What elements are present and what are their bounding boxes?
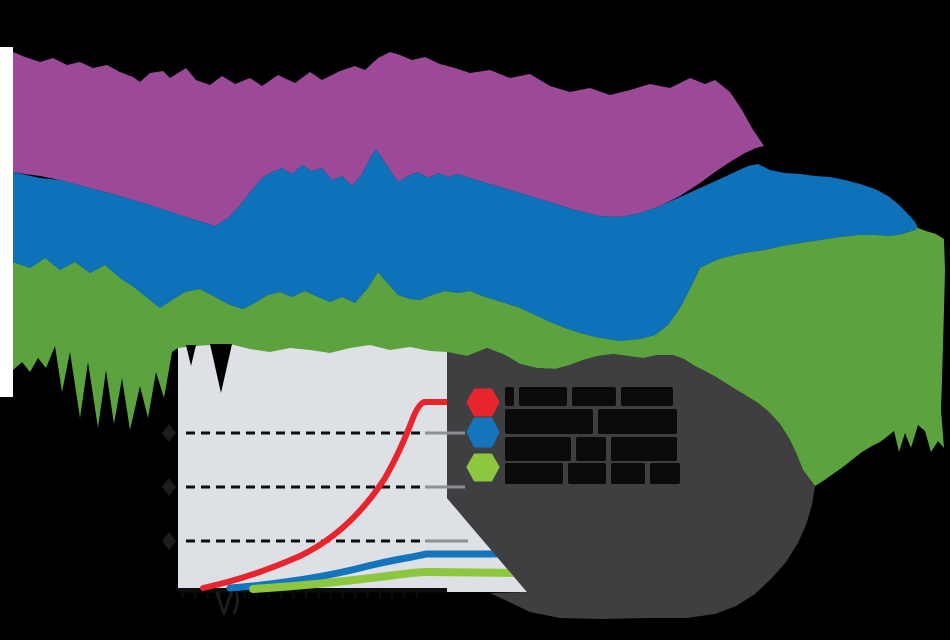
plot-top-notch-small xyxy=(186,345,196,366)
y-axis-diamond-markers xyxy=(162,424,176,550)
curve-red xyxy=(200,399,463,591)
x-axis-baseline xyxy=(178,588,447,593)
legend-line3-word xyxy=(576,437,606,461)
purple-band xyxy=(13,52,764,226)
legend-line4-word xyxy=(650,463,680,484)
blue-band xyxy=(13,149,918,341)
below-axis-glyph xyxy=(215,591,240,616)
x-axis xyxy=(178,588,447,598)
legend-line4-word xyxy=(568,463,606,484)
legend-hexagon-red xyxy=(466,388,500,417)
diamond-marker-1 xyxy=(162,532,176,550)
legend-line1-word xyxy=(621,387,673,406)
curves xyxy=(200,399,522,593)
legend-line3-word xyxy=(611,437,677,461)
legend-line3-word xyxy=(505,437,571,461)
legend-text-blocks xyxy=(505,387,680,484)
green-band xyxy=(13,228,945,486)
diamond-marker-3 xyxy=(162,424,176,442)
plot-top-notch-large xyxy=(210,344,232,393)
legend-line2-word xyxy=(598,409,677,434)
legend-line2-word xyxy=(505,409,593,434)
gridline-extensions xyxy=(425,431,468,543)
white-left-strip xyxy=(0,47,13,397)
legend-line1-word xyxy=(519,387,567,406)
curve-green xyxy=(249,568,522,593)
diamond-marker-2 xyxy=(162,478,176,496)
x-axis-ticks xyxy=(181,589,418,598)
gridlines xyxy=(186,431,425,543)
legend-hexagon-green xyxy=(466,453,500,482)
legend-line1-word xyxy=(505,387,514,406)
legend-line4-word xyxy=(505,463,563,484)
legend-markers xyxy=(466,388,500,482)
legend-line1-word xyxy=(572,387,616,406)
legend-hexagon-blue xyxy=(466,417,500,448)
legend-line4-word xyxy=(611,463,645,484)
